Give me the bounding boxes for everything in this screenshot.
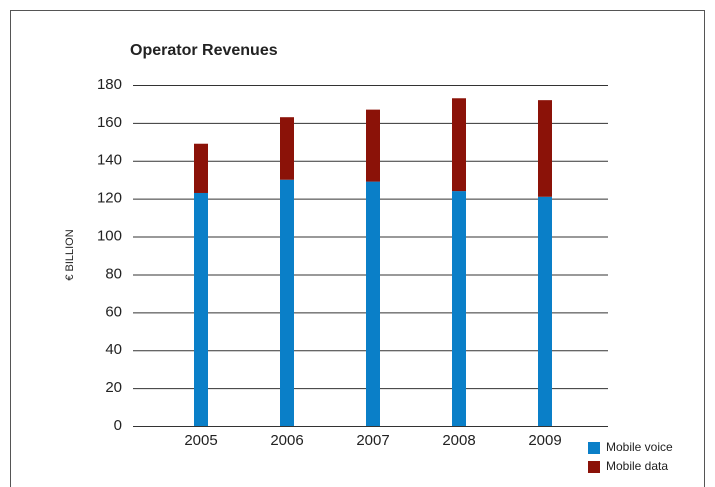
- y-tick-label: 100: [97, 228, 122, 245]
- chart-title: Operator Revenues: [130, 42, 278, 59]
- x-tick-label: 2008: [442, 432, 475, 449]
- y-tick-label: 20: [105, 379, 122, 396]
- bar-segment: [194, 143, 208, 193]
- bar-segment: [452, 191, 466, 426]
- bar-segment: [366, 109, 380, 182]
- bar-segment: [366, 181, 380, 426]
- legend-label: Mobile voice: [606, 440, 673, 454]
- y-tick-label: 140: [97, 152, 122, 169]
- y-tick-label: 40: [105, 341, 122, 358]
- bar-segment: [452, 98, 466, 192]
- x-tick-label: 2005: [184, 432, 217, 449]
- y-tick-label: 180: [97, 76, 122, 93]
- y-tick-label: 80: [105, 265, 122, 282]
- bar-segment: [538, 100, 552, 197]
- y-tick-label: 160: [97, 114, 122, 131]
- x-tick-label: 2006: [270, 432, 303, 449]
- y-axis-label: € BILLION: [64, 229, 76, 280]
- x-tick-label: 2009: [528, 432, 561, 449]
- y-tick-label: 120: [97, 190, 122, 207]
- y-tick-label: 60: [105, 303, 122, 320]
- legend-swatch: [588, 461, 600, 473]
- x-tick-label: 2007: [356, 432, 389, 449]
- y-tick-label: 0: [114, 417, 122, 434]
- bar-segment: [194, 192, 208, 426]
- legend-label: Mobile data: [606, 459, 668, 473]
- frame: [10, 10, 705, 487]
- bar-segment: [280, 117, 294, 180]
- bar-segment: [280, 179, 294, 426]
- bar-segment: [538, 196, 552, 426]
- legend-swatch: [588, 442, 600, 454]
